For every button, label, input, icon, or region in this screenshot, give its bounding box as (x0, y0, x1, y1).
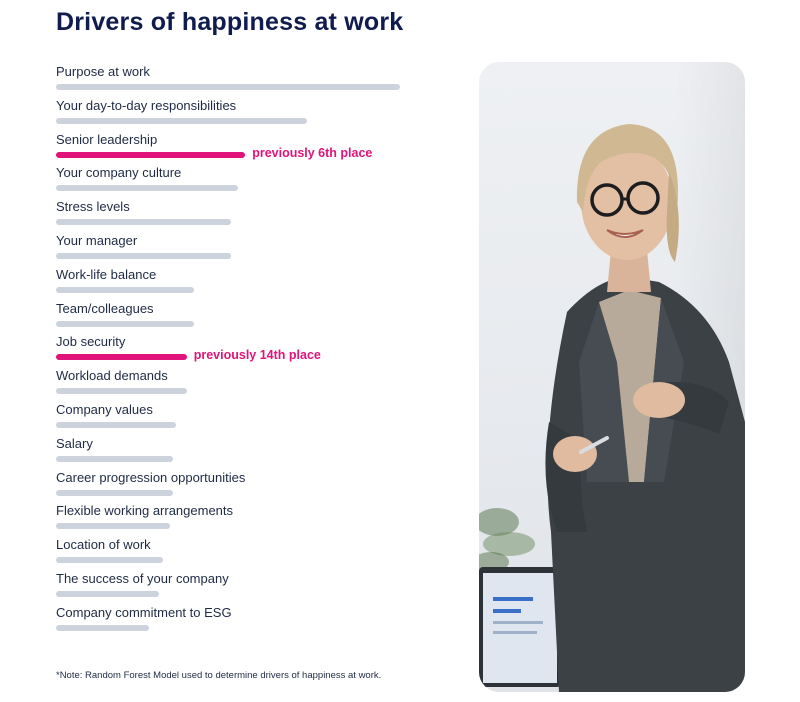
bar (56, 320, 194, 327)
bar-row: Flexible working arrangements (56, 503, 456, 537)
laptop-icon (479, 567, 561, 687)
bar-annotation: previously 14th place (193, 348, 321, 363)
bar (56, 557, 163, 564)
bar-row: Senior leadership previously 6th place (56, 132, 456, 166)
bar-label: Purpose at work (56, 64, 150, 79)
bar-row: Location of work (56, 537, 456, 571)
bar (56, 489, 173, 496)
bar (56, 151, 246, 158)
bar (56, 84, 400, 90)
bar-row: Work-life balance (56, 267, 456, 301)
bar-row: Your company culture (56, 165, 456, 199)
bar-label: Senior leadership (56, 131, 158, 147)
bar (56, 591, 160, 597)
bar-row: Company values (56, 402, 456, 436)
plant-icon (479, 508, 535, 572)
bar (56, 455, 173, 462)
bar (56, 117, 308, 124)
bar (56, 286, 194, 293)
bar-row: Team/colleagues (56, 301, 456, 335)
bar (56, 388, 187, 395)
bar-label: Career progression opportunities (56, 469, 246, 485)
bar-annotation: previously 6th place (252, 145, 373, 160)
bar-row: Workload demands (56, 368, 456, 402)
bar-label: Workload demands (56, 368, 168, 384)
bar-row: Salary (56, 436, 456, 470)
bar-row: Your day-to-day responsibilities (56, 98, 456, 132)
bar-label: Company values (56, 402, 153, 417)
chart-title: Drivers of happiness at work (56, 8, 404, 36)
bar-label: Work-life balance (56, 266, 157, 282)
bar-row: The success of your company (56, 571, 456, 605)
bar (56, 624, 149, 631)
bar-row: Career progression opportunities (56, 470, 456, 504)
bar-label: The success of your company (56, 571, 229, 586)
bar-label: Salary (56, 435, 93, 451)
bar-label: Location of work (56, 537, 151, 553)
bar (56, 422, 177, 428)
bar-row: Company commitment to ESG (56, 605, 456, 639)
bar (56, 185, 239, 192)
bar (56, 523, 170, 530)
bar-chart: Purpose at work Your day-to-day responsib… (56, 64, 456, 639)
bar (56, 219, 232, 226)
bar-label: Stress levels (56, 199, 130, 215)
bar (56, 354, 187, 361)
woman-presenting-photo (479, 62, 745, 692)
presenter-figure (545, 124, 745, 692)
bar-label: Flexible working arrangements (56, 503, 234, 519)
bar-label: Your manager (56, 233, 138, 248)
bar-row: Job security previously 14th place (56, 334, 456, 368)
bar-label: Your company culture (56, 165, 182, 181)
bar-label: Job security (56, 334, 126, 350)
bar-label: Your day-to-day responsibilities (56, 97, 237, 113)
bar-row: Stress levels (56, 199, 456, 233)
footnote: *Note: Random Forest Model used to deter… (56, 670, 382, 681)
bar-row: Your manager (56, 233, 456, 267)
bar (56, 253, 232, 259)
bar-row: Purpose at work (56, 64, 456, 98)
bar-label: Team/colleagues (56, 300, 154, 316)
bar-label: Company commitment to ESG (56, 604, 232, 620)
